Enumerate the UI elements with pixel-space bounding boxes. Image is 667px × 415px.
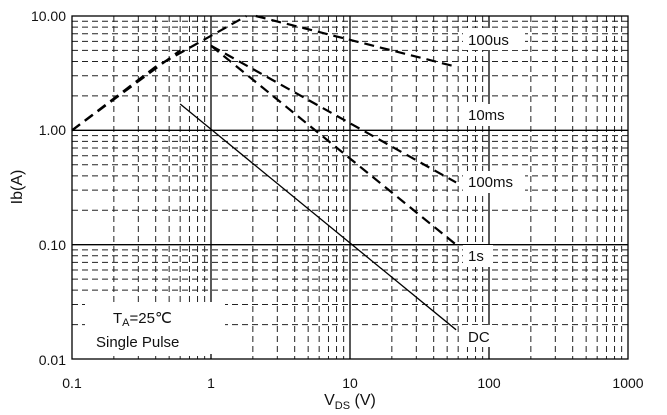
curve-labels: 100us 10ms 100ms 1s DC xyxy=(463,28,525,347)
y-tick-label: 1.00 xyxy=(39,122,66,138)
x-axis-title: VDS (V) xyxy=(324,392,376,412)
series-layer xyxy=(71,14,457,331)
x-axis-title-unit: (V) xyxy=(350,392,376,409)
series-line-100ms xyxy=(71,15,248,132)
annotation-pulse: Single Pulse xyxy=(96,334,179,351)
curve-label-bg xyxy=(463,104,525,126)
annotation-t: T xyxy=(113,310,122,327)
x-tick-label: 10 xyxy=(342,375,358,391)
x-axis-title-sub: DS xyxy=(335,400,350,412)
annotation-box xyxy=(85,302,225,354)
y-axis-title: Ib(A) xyxy=(9,170,26,205)
series-line-1s xyxy=(210,44,457,246)
annotation-t-rest: =25℃ xyxy=(130,310,172,327)
curve-label-bg xyxy=(463,325,497,347)
y-tick-label: 0.01 xyxy=(39,352,66,368)
series-line-dc xyxy=(179,103,457,331)
x-tick-label: 0.1 xyxy=(62,375,82,391)
series-line-100us xyxy=(255,14,457,68)
plot-frame xyxy=(71,15,629,360)
minor-grid xyxy=(72,16,628,359)
curve-label-dc: DC xyxy=(468,329,490,346)
curve-label-100us: 100us xyxy=(468,32,509,49)
rds-limit-line xyxy=(71,49,181,132)
x-tick-label: 1000 xyxy=(612,375,643,391)
curve-label-bg xyxy=(463,245,493,267)
annotation-temperature: TA=25℃ xyxy=(113,310,172,329)
curve-label-1s: 1s xyxy=(468,248,484,265)
x-tick-label: 1 xyxy=(207,375,215,391)
x-tick-label: 100 xyxy=(477,375,501,391)
series-line-10ms xyxy=(210,44,457,184)
major-grid xyxy=(72,16,628,359)
curve-label-10ms: 10ms xyxy=(468,107,505,124)
y-tick-label: 0.10 xyxy=(39,237,66,253)
x-axis-title-main: V xyxy=(324,392,335,409)
curve-label-bg xyxy=(463,171,525,193)
curve-label-100ms: 100ms xyxy=(468,174,513,191)
curve-label-bg xyxy=(463,28,525,50)
annotation-t-sub: A xyxy=(122,317,130,329)
y-tick-label: 10.00 xyxy=(31,8,66,24)
